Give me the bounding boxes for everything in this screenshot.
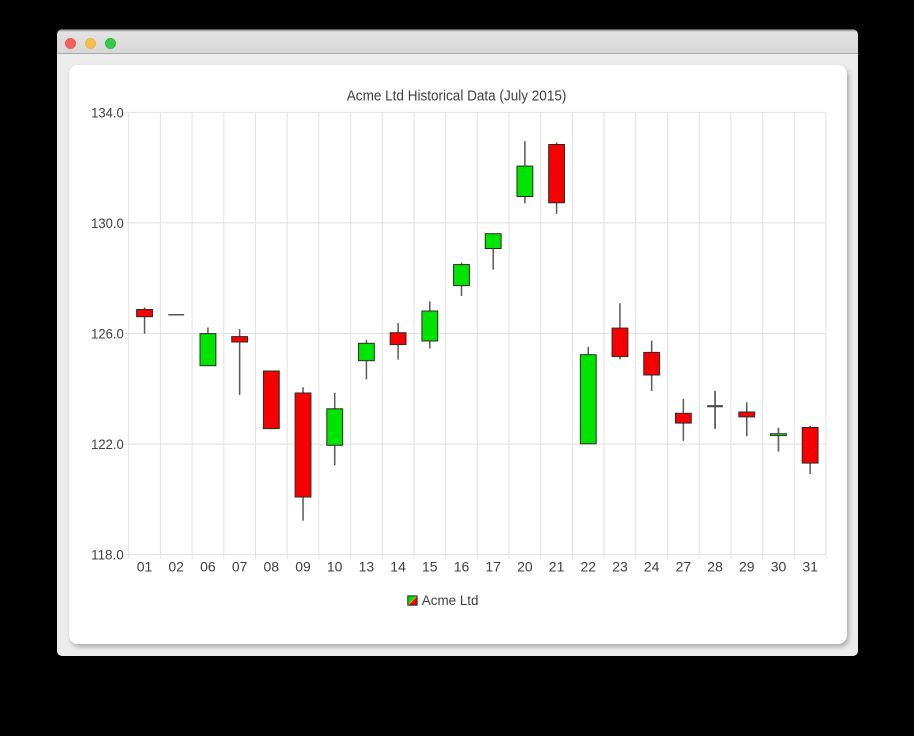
svg-text:07: 07 [231,558,247,574]
svg-text:126.0: 126.0 [91,325,124,341]
svg-text:15: 15 [422,558,438,574]
svg-text:08: 08 [263,558,279,574]
svg-text:130.0: 130.0 [91,215,124,231]
svg-text:24: 24 [644,558,660,574]
svg-text:118.0: 118.0 [91,546,124,562]
svg-text:29: 29 [739,558,755,574]
svg-text:31: 31 [802,558,818,574]
svg-text:10: 10 [327,558,343,574]
svg-text:Acme Ltd Historical Data (July: Acme Ltd Historical Data (July 2015) [346,87,566,104]
svg-text:27: 27 [675,558,691,574]
svg-text:20: 20 [517,558,533,574]
svg-text:134.0: 134.0 [91,104,124,120]
svg-text:02: 02 [168,558,184,574]
svg-text:01: 01 [136,558,152,574]
svg-text:21: 21 [548,558,564,574]
svg-text:13: 13 [358,558,374,574]
svg-text:17: 17 [485,558,501,574]
svg-text:09: 09 [295,558,311,574]
svg-text:14: 14 [390,558,406,574]
svg-text:122.0: 122.0 [91,436,124,452]
svg-text:30: 30 [770,558,786,574]
svg-text:16: 16 [453,558,469,574]
svg-text:28: 28 [707,558,723,574]
svg-text:22: 22 [580,558,596,574]
svg-text:06: 06 [200,558,216,574]
svg-text:Acme Ltd: Acme Ltd [421,593,478,608]
svg-text:23: 23 [612,558,628,574]
